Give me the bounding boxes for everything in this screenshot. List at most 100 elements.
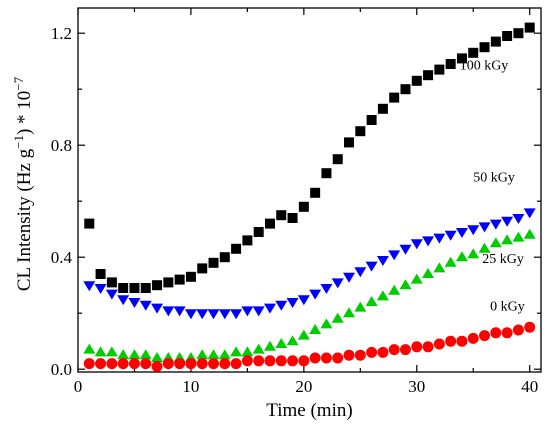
y-axis-label: CL Intensity (Hz g−1) * 10−7 bbox=[11, 76, 36, 291]
data-point bbox=[490, 36, 501, 47]
data-point bbox=[117, 358, 129, 370]
data-point bbox=[512, 231, 525, 242]
plot-border bbox=[77, 7, 542, 373]
data-point bbox=[309, 352, 321, 364]
data-point bbox=[287, 355, 299, 367]
data-point bbox=[467, 225, 480, 236]
x-tick-label: 40 bbox=[521, 377, 538, 396]
data-point bbox=[523, 228, 536, 239]
data-point bbox=[456, 335, 468, 347]
data-point bbox=[241, 346, 254, 357]
data-point bbox=[354, 349, 366, 361]
data-point bbox=[422, 268, 435, 278]
series-label: 100 kGy bbox=[460, 59, 509, 74]
data-point bbox=[151, 303, 164, 314]
x-tick-label: 30 bbox=[408, 377, 425, 396]
data-point bbox=[399, 244, 412, 255]
data-point bbox=[410, 239, 423, 250]
data-point bbox=[84, 218, 95, 229]
data-point bbox=[297, 295, 310, 306]
data-point bbox=[433, 233, 446, 244]
data-point bbox=[365, 261, 378, 272]
data-point bbox=[117, 295, 130, 306]
y-tick-label: 0.8 bbox=[51, 136, 72, 155]
data-point bbox=[140, 358, 152, 370]
data-point bbox=[320, 352, 332, 364]
data-point bbox=[433, 338, 445, 350]
data-point bbox=[230, 346, 243, 357]
data-point bbox=[208, 257, 219, 268]
data-point bbox=[286, 335, 299, 346]
data-point bbox=[83, 281, 96, 292]
data-point bbox=[230, 309, 243, 320]
data-point bbox=[489, 237, 502, 248]
data-point bbox=[276, 210, 287, 221]
series-labels: 100 kGy 50 kGy 25 kGy 0 kGy bbox=[460, 59, 525, 315]
data-point bbox=[241, 355, 253, 367]
data-point bbox=[106, 277, 117, 288]
data-point bbox=[331, 312, 344, 323]
data-point bbox=[355, 126, 366, 137]
data-point bbox=[219, 358, 231, 370]
data-point bbox=[263, 303, 276, 314]
x-axis-label: Time (min) bbox=[266, 400, 352, 421]
data-point bbox=[512, 214, 525, 224]
data-point bbox=[105, 289, 118, 300]
axis-ticks bbox=[77, 8, 541, 372]
data-point bbox=[400, 84, 411, 95]
plot-frame bbox=[77, 7, 542, 373]
data-point bbox=[287, 213, 298, 223]
data-point bbox=[423, 70, 434, 81]
data-point bbox=[310, 187, 321, 198]
data-point bbox=[105, 346, 118, 357]
data-point bbox=[332, 154, 343, 165]
data-point bbox=[343, 349, 355, 361]
data-point bbox=[343, 307, 356, 318]
data-point bbox=[185, 271, 196, 282]
data-point bbox=[118, 283, 129, 293]
axis-tick-labels: 0 10 20 30 40 0.0 0.4 0.8 1.2 bbox=[51, 24, 538, 396]
data-point bbox=[376, 290, 389, 301]
data-point bbox=[376, 256, 389, 266]
data-point bbox=[468, 47, 479, 58]
data-point bbox=[479, 330, 491, 342]
data-point bbox=[263, 340, 276, 351]
data-point bbox=[218, 309, 231, 320]
data-point bbox=[128, 349, 141, 360]
x-tick-label: 0 bbox=[74, 377, 83, 396]
data-point bbox=[196, 358, 208, 370]
data-point bbox=[264, 355, 276, 367]
data-point bbox=[388, 250, 401, 261]
data-point bbox=[264, 218, 275, 229]
data-point bbox=[411, 75, 422, 86]
data-point bbox=[173, 306, 186, 317]
data-point bbox=[139, 300, 152, 311]
data-point bbox=[444, 256, 457, 267]
y-tick-label: 1.2 bbox=[51, 24, 72, 43]
data-point bbox=[241, 306, 254, 317]
data-point bbox=[366, 346, 378, 358]
data-point bbox=[456, 53, 467, 64]
data-point bbox=[185, 358, 197, 370]
data-point bbox=[309, 289, 322, 300]
data-point bbox=[501, 234, 514, 245]
data-point bbox=[94, 284, 107, 294]
data-point bbox=[253, 227, 264, 237]
data-point bbox=[399, 279, 412, 290]
data-point bbox=[208, 358, 220, 370]
data-point bbox=[117, 349, 130, 360]
series-50-kgy bbox=[83, 208, 536, 320]
data-point bbox=[331, 278, 344, 289]
data-point bbox=[197, 263, 208, 274]
data-point bbox=[129, 283, 140, 293]
data-point bbox=[388, 284, 401, 295]
data-point bbox=[523, 208, 536, 219]
data-point bbox=[445, 335, 457, 347]
data-point bbox=[478, 222, 491, 233]
data-point bbox=[467, 332, 479, 344]
data-point bbox=[162, 358, 174, 370]
data-point bbox=[151, 360, 163, 372]
data-point bbox=[433, 262, 446, 273]
data-point bbox=[377, 346, 389, 358]
data-point bbox=[83, 343, 96, 354]
